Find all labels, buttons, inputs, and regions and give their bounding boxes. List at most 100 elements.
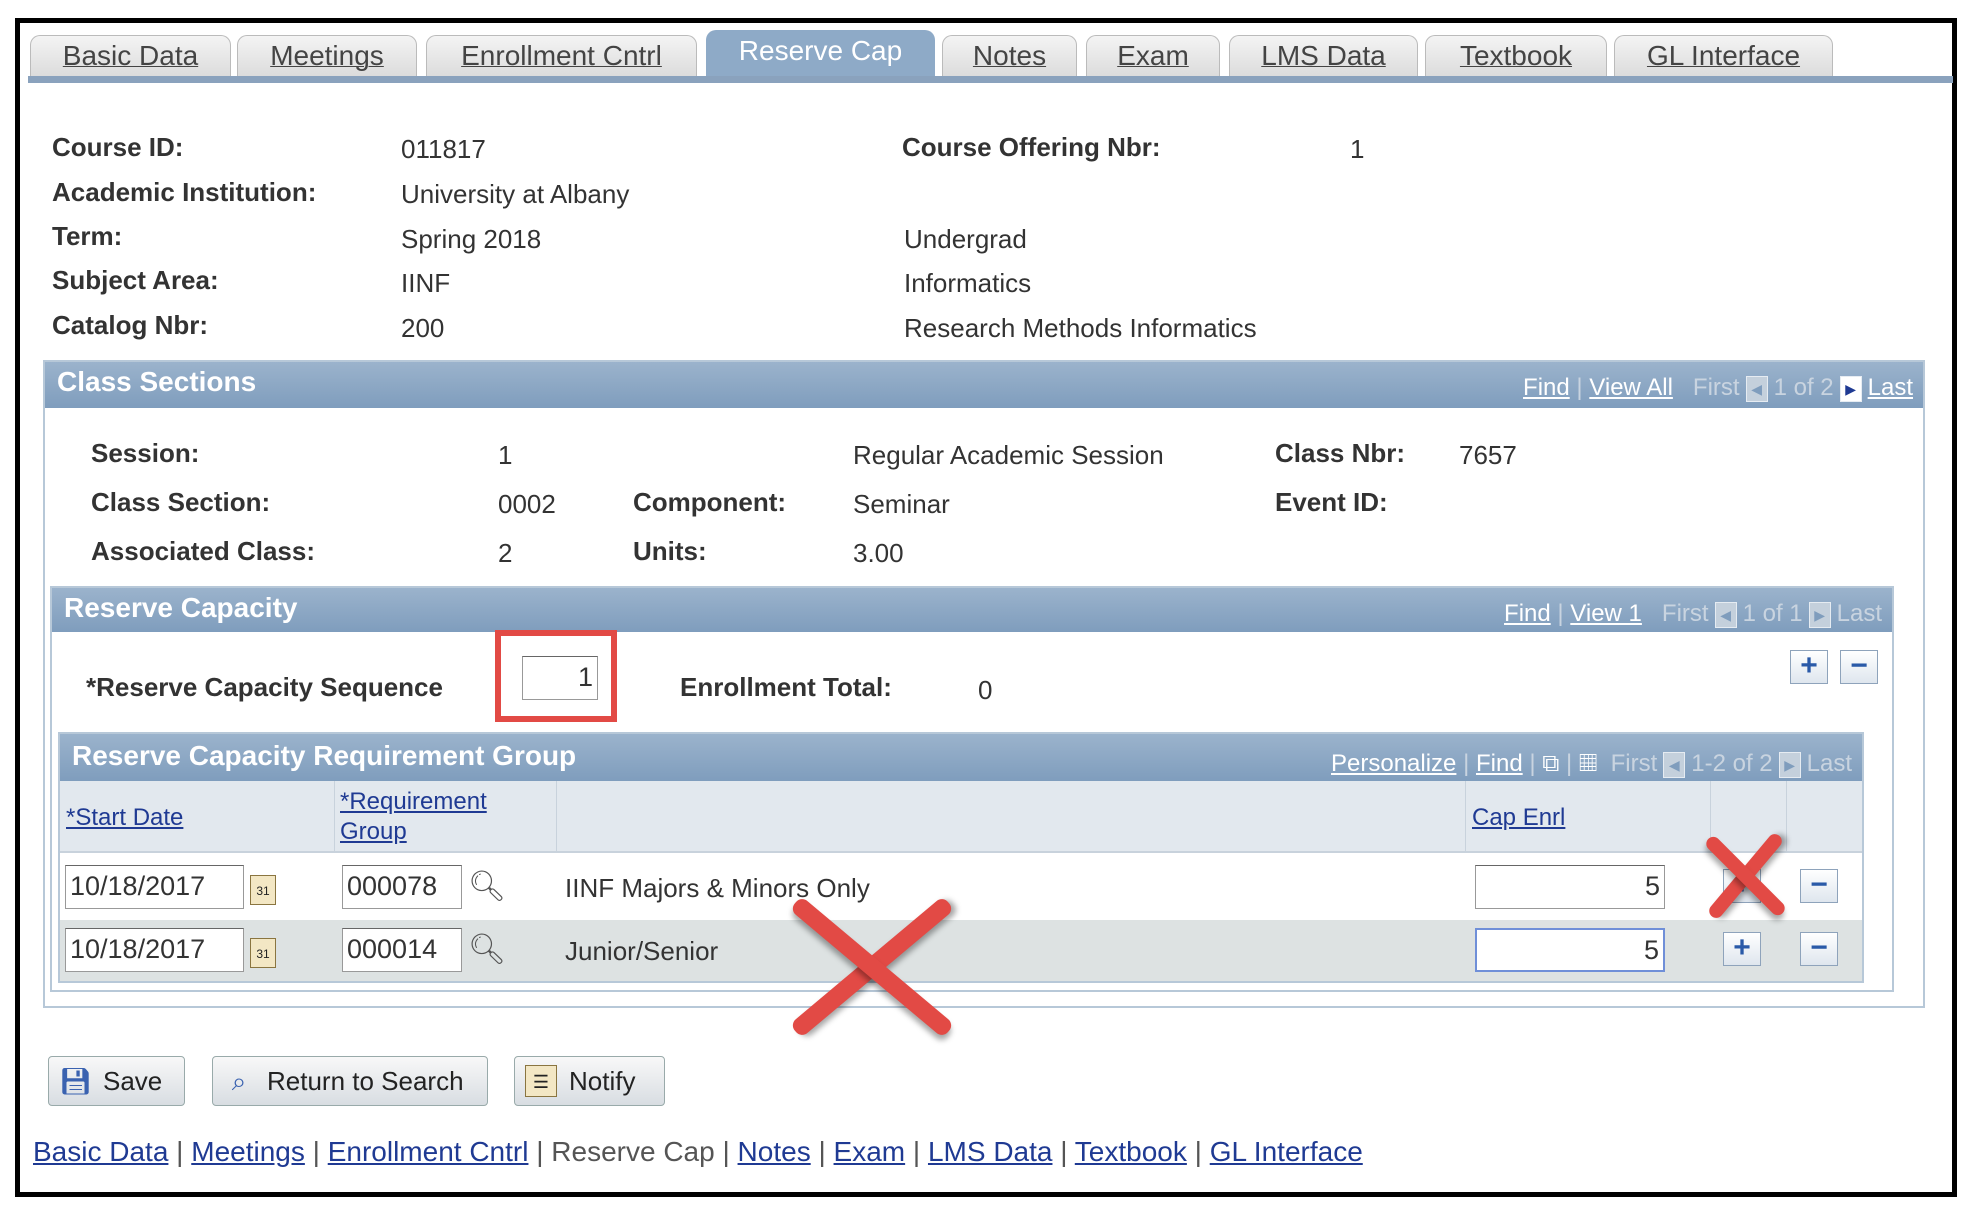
save-icon: 💾︎ (59, 1066, 93, 1096)
return-to-search-button[interactable]: ⌕ Return to Search (212, 1056, 488, 1106)
session-value: 1 (498, 440, 513, 470)
previous-arrow-icon[interactable]: ◀ (1745, 375, 1768, 402)
delete-row-button[interactable]: − (1840, 650, 1878, 684)
class-sections-header: Class Sections Find | View All First ◀ 1 o… (45, 362, 1923, 408)
footer-lms-data[interactable]: LMS Data (927, 1136, 1053, 1167)
column-header-row: *Start Date *Requirement Group Cap Enrl (60, 781, 1862, 853)
assoc-label: Associated Class: (91, 536, 315, 566)
start-date-input[interactable]: 10/18/2017 (65, 865, 244, 909)
requirement-group-input[interactable]: 000078 (342, 865, 462, 909)
col-cap-enrl[interactable]: Cap Enrl (1472, 804, 1566, 831)
institution-value: University at Albany (401, 179, 630, 209)
tab-enrollment-cntrl[interactable]: Enrollment Cntrl (426, 35, 697, 76)
last-label: Last (1806, 750, 1852, 777)
tab-notes[interactable]: Notes (942, 35, 1077, 76)
col-start-date[interactable]: *Start Date (66, 804, 184, 831)
career-value: Undergrad (904, 224, 1027, 254)
next-arrow-icon: ▶ (1778, 751, 1801, 778)
personalize-link[interactable]: Personalize (1331, 750, 1457, 777)
tab-lms-data[interactable]: LMS Data (1229, 35, 1418, 76)
next-arrow-icon: ▶ (1808, 601, 1831, 628)
offering-value: 1 (1350, 134, 1365, 164)
catalog-descr: Research Methods Informatics (904, 313, 1257, 343)
return-search-icon: ⌕ (231, 1066, 247, 1096)
return-label: Return to Search (267, 1066, 464, 1096)
first-label: First (1661, 600, 1709, 627)
footer-enrollment-cntrl[interactable]: Enrollment Cntrl (327, 1136, 529, 1167)
save-button[interactable]: 💾︎ Save (48, 1056, 185, 1106)
find-link[interactable]: Find (1475, 750, 1523, 777)
requirement-descr: IINF Majors & Minors Only (565, 873, 870, 903)
start-date-input[interactable]: 10/18/2017 (65, 928, 244, 972)
class-sections-nav: Find | View All First ◀ 1 of 2 ▶ Last (1523, 374, 1913, 402)
event-id-label: Event ID: (1275, 487, 1388, 517)
find-link[interactable]: Find (1504, 600, 1551, 627)
col-requirement-line2: Group (340, 818, 407, 845)
footer-textbook[interactable]: Textbook (1074, 1136, 1187, 1167)
footer-reserve-cap: Reserve Cap (551, 1136, 715, 1167)
view-all-link[interactable]: View All (1589, 374, 1673, 401)
cap-enrl-input[interactable]: 5 (1475, 928, 1665, 972)
lookup-icon[interactable]: 🔍︎ (468, 870, 507, 903)
find-link[interactable]: Find (1523, 374, 1570, 401)
col-requirement-line1: *Requirement (340, 788, 487, 815)
enroll-total-label: Enrollment Total: (680, 672, 892, 702)
highlight-box (495, 630, 617, 722)
footer-basic-data[interactable]: Basic Data (33, 1136, 169, 1167)
new-window-icon[interactable]: ⧉ (1542, 750, 1560, 777)
tab-meetings[interactable]: Meetings (237, 35, 417, 76)
delete-row-button[interactable]: − (1800, 932, 1838, 966)
enroll-total-value: 0 (978, 675, 993, 705)
cap-enrl-input[interactable]: 5 (1475, 865, 1665, 909)
units-label: Units: (633, 536, 707, 566)
component-label: Component: (633, 487, 787, 517)
col-requirement-group[interactable]: *Requirement Group (340, 787, 487, 847)
class-nbr-label: Class Nbr: (1275, 438, 1406, 468)
offering-label: Course Offering Nbr: (902, 132, 1161, 162)
calendar-icon[interactable]: 31 (250, 938, 276, 968)
table-row: 10/18/2017 31 000078 🔍︎ IINF Majors & Mi… (60, 855, 1862, 920)
last-link[interactable]: Last (1867, 374, 1913, 401)
notify-button[interactable]: ☰ Notify (514, 1056, 665, 1106)
course-id-value: 011817 (401, 134, 486, 164)
footer-exam[interactable]: Exam (833, 1136, 906, 1167)
requirement-group-header: Reserve Capacity Requirement Group Perso… (60, 734, 1862, 781)
course-id-label: Course ID: (52, 132, 184, 162)
class-sections-title: Class Sections (57, 366, 257, 397)
screenshot-frame (15, 18, 1957, 1197)
catalog-label: Catalog Nbr: (52, 310, 208, 340)
seq-input[interactable]: 1 (522, 656, 598, 700)
tab-reserve-cap[interactable]: Reserve Cap (706, 30, 935, 83)
add-row-button[interactable]: + (1790, 650, 1828, 684)
footer-gl-interface[interactable]: GL Interface (1209, 1136, 1363, 1167)
download-grid-icon[interactable]: ▦ (1578, 750, 1598, 777)
page-count: 1-2 of 2 (1691, 750, 1773, 777)
reserve-capacity-header: Reserve Capacity Find | View 1 First ◀ 1 o… (52, 588, 1892, 632)
session-label: Session: (91, 438, 200, 468)
view-one-link[interactable]: View 1 (1570, 600, 1642, 627)
calendar-icon[interactable]: 31 (250, 875, 276, 905)
section-value: 0002 (498, 489, 556, 519)
last-label: Last (1836, 600, 1882, 627)
add-row-button[interactable]: + (1723, 932, 1761, 966)
reserve-capacity-title: Reserve Capacity (64, 592, 298, 623)
tab-exam[interactable]: Exam (1086, 35, 1220, 76)
tab-textbook[interactable]: Textbook (1425, 35, 1607, 76)
next-arrow-icon[interactable]: ▶ (1839, 375, 1862, 402)
tab-basic-data[interactable]: Basic Data (30, 35, 231, 76)
first-label: First (1692, 374, 1740, 401)
requirement-group-grid: Reserve Capacity Requirement Group Perso… (58, 732, 1864, 983)
requirement-group-input[interactable]: 000014 (342, 928, 462, 972)
subject-descr: Informatics (904, 268, 1032, 298)
tab-underline (28, 76, 1953, 83)
institution-label: Academic Institution: (52, 177, 317, 207)
tab-gl-interface[interactable]: GL Interface (1614, 35, 1833, 76)
footer-notes[interactable]: Notes (737, 1136, 811, 1167)
class-nbr-value: 7657 (1459, 440, 1517, 470)
delete-row-button[interactable]: − (1800, 869, 1838, 903)
section-label: Class Section: (91, 487, 271, 517)
lookup-icon[interactable]: 🔍︎ (468, 933, 507, 966)
catalog-value: 200 (401, 313, 445, 343)
footer-meetings[interactable]: Meetings (191, 1136, 305, 1167)
term-label: Term: (52, 221, 123, 251)
